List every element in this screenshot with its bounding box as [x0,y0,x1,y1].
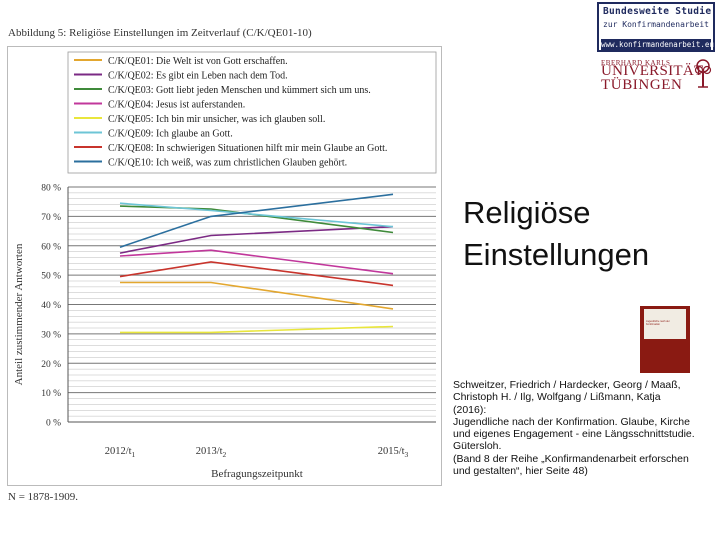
reference-line: und eigenes Engagement - eine Längsschni… [453,428,695,441]
legend-box [67,51,437,174]
legend-entry: C/K/QE02: Es gibt ein Leben nach dem Tod… [108,71,288,82]
legend-entry: C/K/QE05: Ich bin mir unsicher, was ich … [108,114,325,125]
legend-entry: C/K/QE01: Die Welt ist von Gott erschaff… [108,56,288,67]
series-line [119,261,394,287]
sample-size-note: N = 1878-1909. [8,491,79,503]
reference-line: (2016): [453,403,487,416]
chart-panel: C/K/QE01: Die Welt ist von Gott erschaff… [7,46,442,486]
x-tick-label: 2012/t1 [105,446,136,459]
reference-line: Christoph H. / Ilg, Wolfgang / Lißmann, … [453,391,661,404]
y-tick-label: 40 % [41,301,61,311]
book-cover-title: Jugendliche nach der Konfirmation [646,320,670,326]
university-prefix: EBERHARD KARLS [601,59,671,67]
legend-entry: C/K/QE09: Ich glaube an Gott. [108,129,233,140]
series-line [119,249,394,275]
logo-title: Bundesweite Studie [603,6,712,17]
y-axis-label: Anteil zustimmender Antworten [13,243,25,385]
book-cover-image: Jugendliche nach der Konfirmation [640,306,690,373]
reference-line: und gestalten“, hier Seite 48) [453,465,588,478]
slide-title: Religiöse Einstellungen [463,192,649,276]
slide-title-line: Religiöse [463,195,591,230]
y-tick-label: 70 % [41,213,61,223]
reference-line: Gütersloh. [453,440,502,453]
y-tick-label: 0 % [46,419,61,429]
logo-url: www.konfirmandenarbeit.eu [601,39,714,51]
x-axis-label: Befragungszeitpunkt [211,468,303,480]
y-tick-label: 80 % [41,184,61,194]
university-name: UNIVERSITÄT [601,63,704,79]
university-seal-icon [694,59,712,88]
line-chart: C/K/QE01: Die Welt ist von Gott erschaff… [13,51,437,480]
y-tick-label: 60 % [41,242,61,252]
series-line [119,205,394,234]
slide-title-line: Einstellungen [463,237,650,272]
university-town: TÜBINGEN [601,77,683,93]
study-logo: Bundesweite Studie zur Konfirmandenarbei… [597,2,715,52]
series-line [120,325,394,334]
y-tick-label: 50 % [41,272,61,282]
legend-entry: C/K/QE08: In schwierigen Situationen hil… [108,143,387,154]
y-tick-label: 20 % [41,360,61,370]
x-tick-label: 2015/t3 [378,446,409,459]
legend-entry: C/K/QE04: Jesus ist auferstanden. [108,100,245,111]
series-line [120,281,394,310]
series-line [119,202,394,228]
y-tick-label: 30 % [41,330,61,340]
legend-entry: C/K/QE10: Ich weiß, was zum christlichen… [108,158,347,169]
book-cover-label: Jugendliche nach der Konfirmation [644,309,686,339]
bibliographic-reference: Schweitzer, Friedrich / Hardecker, Georg… [453,379,715,477]
legend-entry: C/K/QE03: Gott liebt jeden Menschen und … [108,85,371,96]
series-line [119,225,394,254]
reference-line: (Band 8 der Reihe „Konfirmandenarbeit er… [453,452,689,465]
reference-line: Jugendliche nach der Konfirmation. Glaub… [453,415,690,428]
reference-line: Schweitzer, Friedrich / Hardecker, Georg… [453,379,681,391]
figure-caption: Abbildung 5: Religiöse Einstellungen im … [8,27,312,39]
x-tick-label: 2013/t2 [196,446,227,459]
y-tick-label: 10 % [41,389,61,399]
logo-subtitle: zur Konfirmandenarbeit [603,20,709,29]
series-line [119,193,394,248]
